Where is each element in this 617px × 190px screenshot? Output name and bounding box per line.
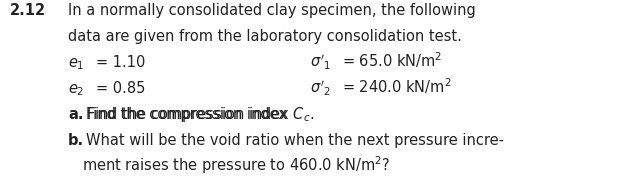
Text: $\sigma'_2$: $\sigma'_2$ <box>310 78 331 98</box>
Text: data are given from the laboratory consolidation test.: data are given from the laboratory conso… <box>68 29 462 44</box>
Text: a.: a. <box>68 107 83 122</box>
Text: = 65.0 kN/m$^2$: = 65.0 kN/m$^2$ <box>342 50 442 70</box>
Text: ment raises the pressure to 460.0 kN/m$^2$?: ment raises the pressure to 460.0 kN/m$^… <box>82 154 390 176</box>
Text: 2.12: 2.12 <box>10 3 46 18</box>
Text: $e_2$: $e_2$ <box>68 82 85 98</box>
Text: = 240.0 kN/m$^2$: = 240.0 kN/m$^2$ <box>342 76 452 96</box>
Text: = 1.10: = 1.10 <box>96 55 146 70</box>
Text: In a normally consolidated clay specimen, the following: In a normally consolidated clay specimen… <box>68 3 476 18</box>
Text: Find the compression index: Find the compression index <box>86 107 292 122</box>
Text: Find the compression index $C_c$.: Find the compression index $C_c$. <box>86 105 314 124</box>
Text: = 0.85: = 0.85 <box>96 81 146 96</box>
Text: b.: b. <box>68 133 84 148</box>
Text: $e_1$: $e_1$ <box>68 56 85 72</box>
Text: What will be the void ratio when the next pressure incre-: What will be the void ratio when the nex… <box>86 133 504 148</box>
Text: $\sigma'_1$: $\sigma'_1$ <box>310 52 331 72</box>
